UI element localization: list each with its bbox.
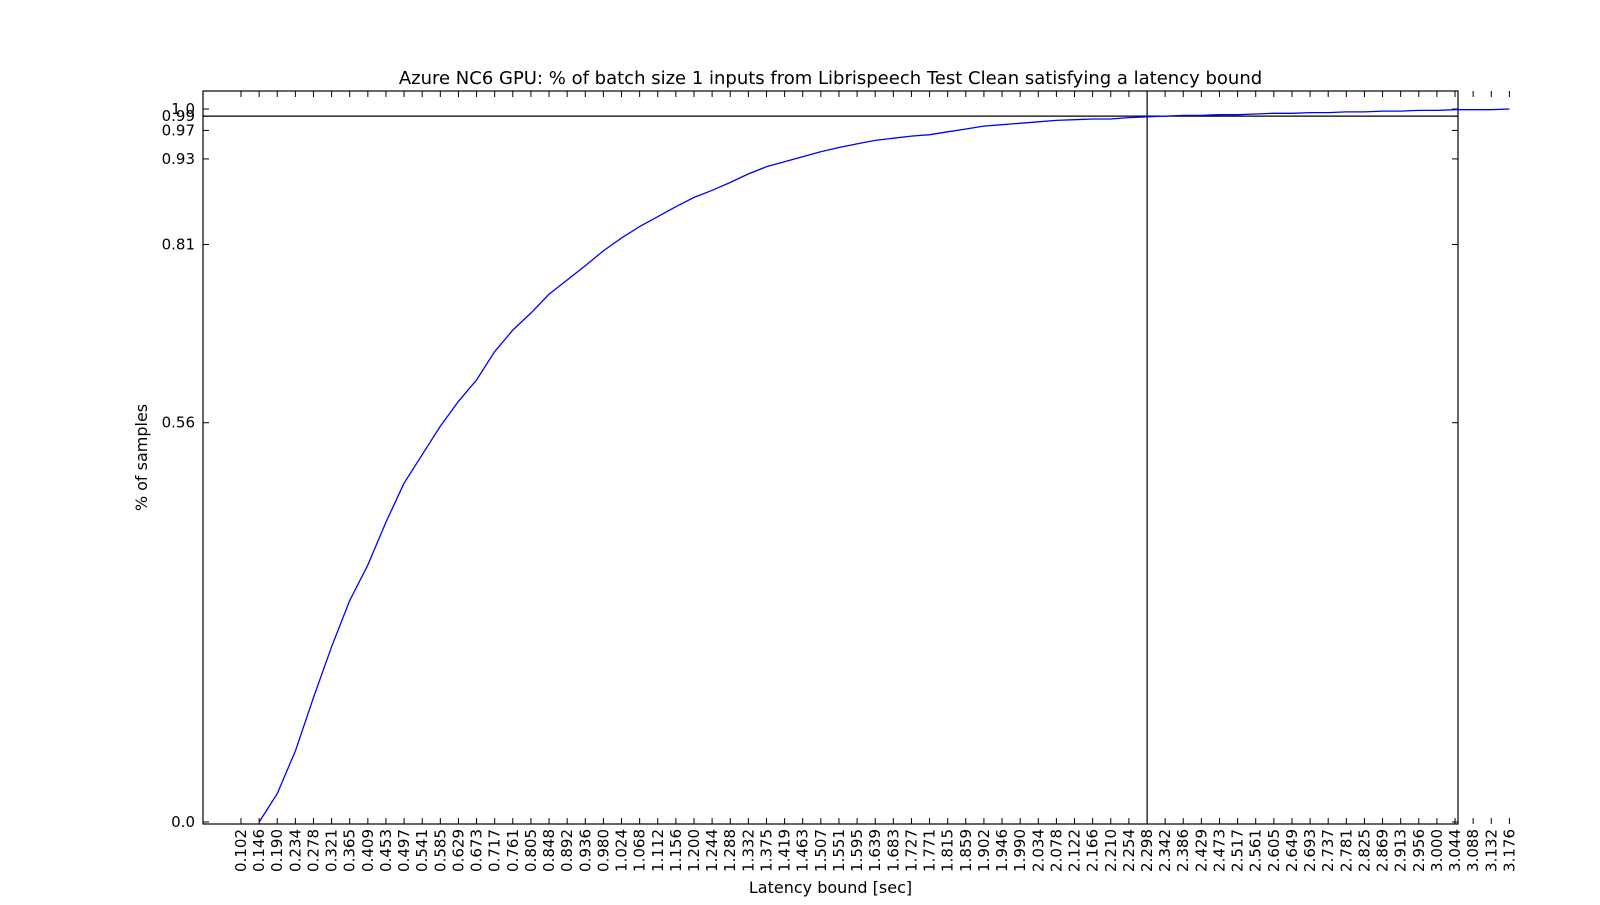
x-tick-label: 1.859: [957, 829, 975, 872]
x-tick-label: 1.727: [902, 829, 920, 872]
x-tick-label: 2.034: [1029, 829, 1047, 872]
x-tick-label: 2.386: [1174, 829, 1192, 872]
x-tick-label: 2.342: [1156, 829, 1174, 872]
series-line: [258, 108, 1510, 823]
plot-border: [202, 90, 1459, 825]
x-tick-label: 0.980: [594, 829, 612, 872]
plot-frame: [202, 90, 1459, 825]
x-tick-label: 0.541: [413, 829, 431, 872]
x-tick-label: 0.936: [576, 829, 594, 872]
x-tick-label: 0.717: [486, 829, 504, 872]
x-tick-label: 0.497: [395, 829, 413, 872]
x-tick-label: 3.044: [1446, 829, 1464, 872]
x-tick-label: 1.639: [866, 829, 884, 872]
reference-lines: [203, 91, 1458, 824]
x-tick-label: 1.595: [848, 829, 866, 872]
x-tick-label: 2.605: [1265, 829, 1283, 872]
x-tick-label: 2.956: [1410, 829, 1428, 872]
y-axis-label: % of samples: [132, 404, 151, 511]
x-tick-label: 1.068: [631, 829, 649, 872]
x-tick-label: 2.166: [1084, 829, 1102, 872]
x-tick-label: 1.463: [794, 829, 812, 872]
x-axis-label: Latency bound [sec]: [749, 878, 912, 897]
x-tick-label: 2.913: [1392, 829, 1410, 872]
x-tick-label: 2.429: [1192, 829, 1210, 872]
y-tick-label: 0.99: [162, 107, 195, 125]
x-tick-label: 0.848: [540, 829, 558, 872]
series-group: [258, 108, 1510, 823]
x-tick-label: 3.176: [1500, 829, 1518, 872]
y-tick-label: 0.97: [162, 121, 195, 139]
y-axis-ticks: 0.0 0.56 0.81 0.93 0.970.991.0: [162, 100, 1458, 831]
x-tick-label: 2.561: [1247, 829, 1265, 872]
x-tick-label: 2.210: [1102, 829, 1120, 872]
x-tick-label: 0.190: [268, 829, 286, 872]
x-tick-label: 1.288: [721, 829, 739, 872]
x-tick-label: 1.244: [703, 829, 721, 872]
y-tick-label: 0.93: [162, 150, 195, 168]
x-tick-label: 0.278: [304, 829, 322, 872]
x-tick-label: 2.737: [1319, 829, 1337, 872]
x-tick-label: 0.892: [558, 829, 576, 872]
x-tick-label: 1.771: [921, 829, 939, 872]
x-tick-label: 2.298: [1138, 829, 1156, 872]
x-tick-label: 0.585: [431, 829, 449, 872]
y-tick-label: 1.0: [171, 100, 195, 118]
x-tick-label: 1.332: [739, 829, 757, 872]
x-tick-label: 1.112: [649, 829, 667, 872]
y-tick-label: 0.0: [171, 813, 195, 831]
x-tick-label: 0.453: [377, 829, 395, 872]
x-tick-label: 2.078: [1047, 829, 1065, 872]
x-tick-label: 3.088: [1464, 829, 1482, 872]
x-tick-label: 0.365: [341, 829, 359, 872]
x-tick-label: 2.649: [1283, 829, 1301, 872]
x-tick-label: 1.946: [993, 829, 1011, 872]
x-tick-label: 0.234: [286, 829, 304, 872]
x-tick-label: 3.000: [1428, 829, 1446, 872]
x-tick-label: 0.102: [232, 829, 250, 872]
x-tick-label: 1.024: [613, 829, 631, 872]
x-tick-label: 1.683: [884, 829, 902, 872]
x-tick-label: 1.419: [776, 829, 794, 872]
x-tick-label: 2.693: [1301, 829, 1319, 872]
x-tick-label: 1.200: [685, 829, 703, 872]
x-tick-label: 1.551: [830, 829, 848, 872]
x-tick-label: 0.146: [250, 829, 268, 872]
x-tick-label: 0.321: [323, 829, 341, 872]
x-tick-label: 2.473: [1210, 829, 1228, 872]
x-tick-label: 2.781: [1337, 829, 1355, 872]
x-tick-label: 0.761: [504, 829, 522, 872]
x-axis-ticks: 0.102 0.146 0.190 0.234 0.278 0.321 0.365 0.409…: [232, 91, 1518, 872]
y-tick-label: 0.81: [162, 235, 195, 253]
x-tick-label: 2.869: [1374, 829, 1392, 872]
x-tick-label: 2.122: [1066, 829, 1084, 872]
x-tick-label: 0.629: [449, 829, 467, 872]
y-tick-label: 0.56: [162, 414, 195, 432]
x-tick-label: 1.507: [812, 829, 830, 872]
x-tick-label: 0.805: [522, 829, 540, 872]
x-tick-label: 1.156: [667, 829, 685, 872]
x-tick-label: 2.517: [1229, 829, 1247, 872]
x-tick-label: 2.254: [1120, 829, 1138, 872]
x-tick-label: 3.132: [1482, 829, 1500, 872]
x-tick-label: 1.375: [757, 829, 775, 872]
x-tick-label: 1.815: [939, 829, 957, 872]
chart-title: Azure NC6 GPU: % of batch size 1 inputs …: [399, 68, 1262, 89]
x-tick-label: 1.990: [1011, 829, 1029, 872]
x-tick-label: 0.409: [359, 829, 377, 872]
x-tick-label: 1.902: [975, 829, 993, 872]
x-tick-label: 2.825: [1355, 829, 1373, 872]
x-tick-label: 0.673: [468, 829, 486, 872]
